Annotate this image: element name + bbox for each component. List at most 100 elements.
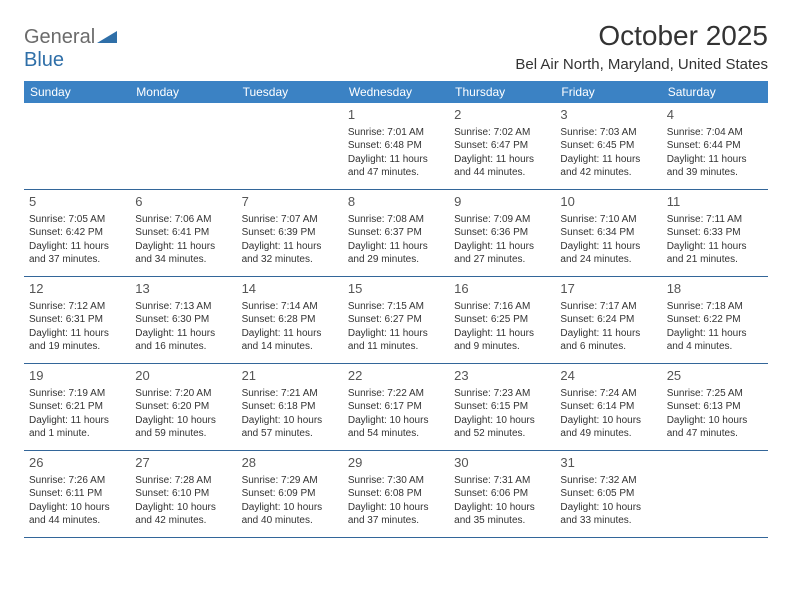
day-cell: 11Sunrise: 7:11 AMSunset: 6:33 PMDayligh… [662,190,768,276]
sunset-text: Sunset: 6:13 PM [667,400,763,414]
location-text: Bel Air North, Maryland, United States [515,56,768,73]
day-cell: 20Sunrise: 7:20 AMSunset: 6:20 PMDayligh… [130,364,236,450]
sunset-text: Sunset: 6:41 PM [135,226,231,240]
day-number: 24 [560,367,656,385]
sunrise-text: Sunrise: 7:03 AM [560,126,656,140]
weekday-header: Tuesday [237,81,343,103]
calendar-page: GeneralBlue October 2025 Bel Air North, … [0,0,792,548]
week-row: 12Sunrise: 7:12 AMSunset: 6:31 PMDayligh… [24,277,768,364]
sunrise-text: Sunrise: 7:15 AM [348,300,444,314]
day-number: 4 [667,106,763,124]
daylight-text: Daylight: 11 hours and 11 minutes. [348,327,444,354]
day-number: 31 [560,454,656,472]
sunset-text: Sunset: 6:15 PM [454,400,550,414]
day-cell: 16Sunrise: 7:16 AMSunset: 6:25 PMDayligh… [449,277,555,363]
daylight-text: Daylight: 10 hours and 52 minutes. [454,414,550,441]
sunrise-text: Sunrise: 7:29 AM [242,474,338,488]
sunrise-text: Sunrise: 7:20 AM [135,387,231,401]
sunset-text: Sunset: 6:42 PM [29,226,125,240]
day-cell: 30Sunrise: 7:31 AMSunset: 6:06 PMDayligh… [449,451,555,537]
day-cell: 2Sunrise: 7:02 AMSunset: 6:47 PMDaylight… [449,103,555,189]
sunset-text: Sunset: 6:45 PM [560,139,656,153]
daylight-text: Daylight: 11 hours and 1 minute. [29,414,125,441]
sunrise-text: Sunrise: 7:14 AM [242,300,338,314]
day-cell: 15Sunrise: 7:15 AMSunset: 6:27 PMDayligh… [343,277,449,363]
day-number: 29 [348,454,444,472]
weekday-header: Saturday [662,81,768,103]
day-number: 25 [667,367,763,385]
sunrise-text: Sunrise: 7:17 AM [560,300,656,314]
day-number: 13 [135,280,231,298]
day-cell: 18Sunrise: 7:18 AMSunset: 6:22 PMDayligh… [662,277,768,363]
sunrise-text: Sunrise: 7:18 AM [667,300,763,314]
day-number: 30 [454,454,550,472]
sunset-text: Sunset: 6:48 PM [348,139,444,153]
day-cell: 25Sunrise: 7:25 AMSunset: 6:13 PMDayligh… [662,364,768,450]
day-cell: 5Sunrise: 7:05 AMSunset: 6:42 PMDaylight… [24,190,130,276]
sunrise-text: Sunrise: 7:21 AM [242,387,338,401]
sunset-text: Sunset: 6:18 PM [242,400,338,414]
day-number: 12 [29,280,125,298]
day-cell: 29Sunrise: 7:30 AMSunset: 6:08 PMDayligh… [343,451,449,537]
sunrise-text: Sunrise: 7:23 AM [454,387,550,401]
sunset-text: Sunset: 6:20 PM [135,400,231,414]
day-cell: 13Sunrise: 7:13 AMSunset: 6:30 PMDayligh… [130,277,236,363]
sunset-text: Sunset: 6:22 PM [667,313,763,327]
daylight-text: Daylight: 11 hours and 21 minutes. [667,240,763,267]
sunrise-text: Sunrise: 7:07 AM [242,213,338,227]
daylight-text: Daylight: 11 hours and 29 minutes. [348,240,444,267]
sunrise-text: Sunrise: 7:11 AM [667,213,763,227]
sunrise-text: Sunrise: 7:24 AM [560,387,656,401]
sunrise-text: Sunrise: 7:30 AM [348,474,444,488]
brand-name-part2: Blue [24,49,64,71]
sunrise-text: Sunrise: 7:09 AM [454,213,550,227]
sunrise-text: Sunrise: 7:10 AM [560,213,656,227]
brand-name: GeneralBlue [24,26,117,72]
daylight-text: Daylight: 11 hours and 24 minutes. [560,240,656,267]
daylight-text: Daylight: 11 hours and 27 minutes. [454,240,550,267]
day-cell: 26Sunrise: 7:26 AMSunset: 6:11 PMDayligh… [24,451,130,537]
sunrise-text: Sunrise: 7:16 AM [454,300,550,314]
day-cell: 23Sunrise: 7:23 AMSunset: 6:15 PMDayligh… [449,364,555,450]
empty-cell [24,103,130,189]
daylight-text: Daylight: 11 hours and 16 minutes. [135,327,231,354]
sunset-text: Sunset: 6:34 PM [560,226,656,240]
daylight-text: Daylight: 10 hours and 59 minutes. [135,414,231,441]
day-cell: 27Sunrise: 7:28 AMSunset: 6:10 PMDayligh… [130,451,236,537]
day-cell: 7 Sunrise: 7:07 AMSunset: 6:39 PMDaylight… [237,190,343,276]
daylight-text: Daylight: 11 hours and 9 minutes. [454,327,550,354]
week-row: 26Sunrise: 7:26 AMSunset: 6:11 PMDayligh… [24,451,768,538]
weekday-header: Monday [130,81,236,103]
daylight-text: Daylight: 11 hours and 32 minutes. [242,240,338,267]
sunrise-text: Sunrise: 7:08 AM [348,213,444,227]
weekday-header: Wednesday [343,81,449,103]
weekday-header: Thursday [449,81,555,103]
sunset-text: Sunset: 6:39 PM [242,226,338,240]
day-number: 26 [29,454,125,472]
day-cell: 28Sunrise: 7:29 AMSunset: 6:09 PMDayligh… [237,451,343,537]
day-number: 22 [348,367,444,385]
brand-name-part1: General [24,26,95,48]
sunset-text: Sunset: 6:06 PM [454,487,550,501]
empty-cell [237,103,343,189]
day-number: 3 [560,106,656,124]
daylight-text: Daylight: 11 hours and 44 minutes. [454,153,550,180]
daylight-text: Daylight: 11 hours and 4 minutes. [667,327,763,354]
sunset-text: Sunset: 6:21 PM [29,400,125,414]
weekday-header-row: SundayMondayTuesdayWednesdayThursdayFrid… [24,81,768,103]
day-cell: 4Sunrise: 7:04 AMSunset: 6:44 PMDaylight… [662,103,768,189]
day-number: 21 [242,367,338,385]
daylight-text: Daylight: 10 hours and 57 minutes. [242,414,338,441]
daylight-text: Daylight: 10 hours and 49 minutes. [560,414,656,441]
sunrise-text: Sunrise: 7:22 AM [348,387,444,401]
day-cell: 22Sunrise: 7:22 AMSunset: 6:17 PMDayligh… [343,364,449,450]
daylight-text: Daylight: 11 hours and 37 minutes. [29,240,125,267]
daylight-text: Daylight: 11 hours and 34 minutes. [135,240,231,267]
day-number: 14 [242,280,338,298]
day-number: 7 [242,193,338,211]
empty-cell [662,451,768,537]
sunset-text: Sunset: 6:17 PM [348,400,444,414]
sunset-text: Sunset: 6:27 PM [348,313,444,327]
daylight-text: Daylight: 11 hours and 39 minutes. [667,153,763,180]
day-cell: 6Sunrise: 7:06 AMSunset: 6:41 PMDaylight… [130,190,236,276]
